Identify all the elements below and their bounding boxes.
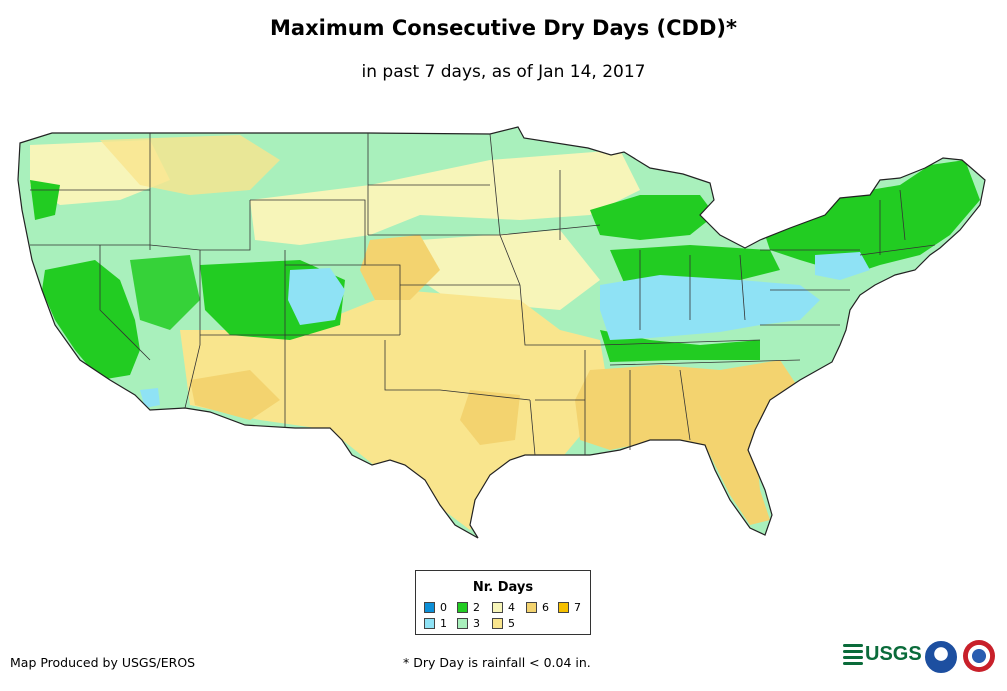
cdd-region-2	[130, 255, 200, 330]
legend-item-5: 5	[492, 617, 515, 630]
state-boundary	[99, 245, 151, 361]
usgs-logo-text: USGS	[865, 643, 922, 665]
legend-swatch-2	[457, 602, 468, 613]
legend-item-6: 6	[526, 601, 549, 614]
dry-day-footnote: * Dry Day is rainfall < 0.04 in.	[403, 655, 591, 670]
legend-label-0: 0	[440, 601, 447, 614]
legend-label-6: 6	[542, 601, 549, 614]
legend-swatch-5	[492, 618, 503, 629]
legend-label-3: 3	[473, 617, 480, 630]
legend: Nr. Days 0 1 2 3 4 5 6 7	[415, 570, 591, 635]
state-boundary	[384, 340, 531, 401]
cdd-region-6	[190, 370, 280, 420]
state-boundary	[609, 359, 801, 366]
usgs-wave-icon	[843, 643, 863, 666]
state-boundary	[679, 369, 691, 441]
state-boundary	[739, 254, 746, 321]
cdd-region-1	[288, 268, 345, 325]
nws-logo-icon	[963, 640, 995, 672]
cdd-region-1	[140, 388, 160, 408]
usgs-logo: USGS	[843, 643, 922, 666]
state-boundary	[899, 189, 906, 241]
cdd-region-4	[420, 230, 600, 310]
cdd-region-6	[460, 390, 520, 445]
legend-item-7: 7	[558, 601, 581, 614]
cdd-region-2	[590, 195, 715, 240]
map-title: Maximum Consecutive Dry Days (CDD)*	[270, 16, 737, 40]
cdd-region-4	[250, 150, 640, 245]
legend-label-2: 2	[473, 601, 480, 614]
legend-swatch-4	[492, 602, 503, 613]
cdd-region-2	[42, 260, 140, 380]
cdd-region-5	[100, 135, 280, 195]
legend-item-3: 3	[457, 617, 480, 630]
state-boundary	[184, 250, 201, 409]
legend-item-2: 2	[457, 601, 480, 614]
noaa-logo-icon	[925, 641, 957, 673]
us-outline	[17, 126, 986, 539]
state-boundary	[285, 264, 401, 335]
legend-label-4: 4	[508, 601, 515, 614]
legend-item-4: 4	[492, 601, 515, 614]
legend-swatch-3	[457, 618, 468, 629]
state-boundary	[30, 244, 201, 251]
state-boundary	[499, 224, 601, 236]
map-subtitle: in past 7 days, as of Jan 14, 2017	[361, 62, 646, 82]
state-boundary	[519, 284, 600, 346]
state-boundary	[200, 200, 251, 251]
map-credit: Map Produced by USGS/EROS	[10, 655, 196, 670]
legend-swatch-6	[526, 602, 537, 613]
legend-label-7: 7	[574, 601, 581, 614]
legend-item-1: 1	[424, 617, 447, 630]
legend-title: Nr. Days	[472, 580, 534, 595]
state-boundary	[529, 399, 536, 456]
legend-item-0: 0	[424, 601, 447, 614]
state-boundaries	[30, 133, 936, 456]
state-boundary	[599, 339, 761, 346]
state-boundary	[859, 244, 936, 256]
legend-swatch-7	[558, 602, 569, 613]
state-boundary	[250, 199, 366, 265]
cdd-region-2	[610, 245, 780, 285]
legend-label-1: 1	[440, 617, 447, 630]
cdd-raster	[18, 127, 985, 538]
legend-swatch-1	[424, 618, 435, 629]
cdd-region-1	[600, 275, 820, 340]
cdd-region-1	[815, 252, 870, 280]
legend-label-5: 5	[508, 617, 515, 630]
legend-swatch-0	[424, 602, 435, 613]
